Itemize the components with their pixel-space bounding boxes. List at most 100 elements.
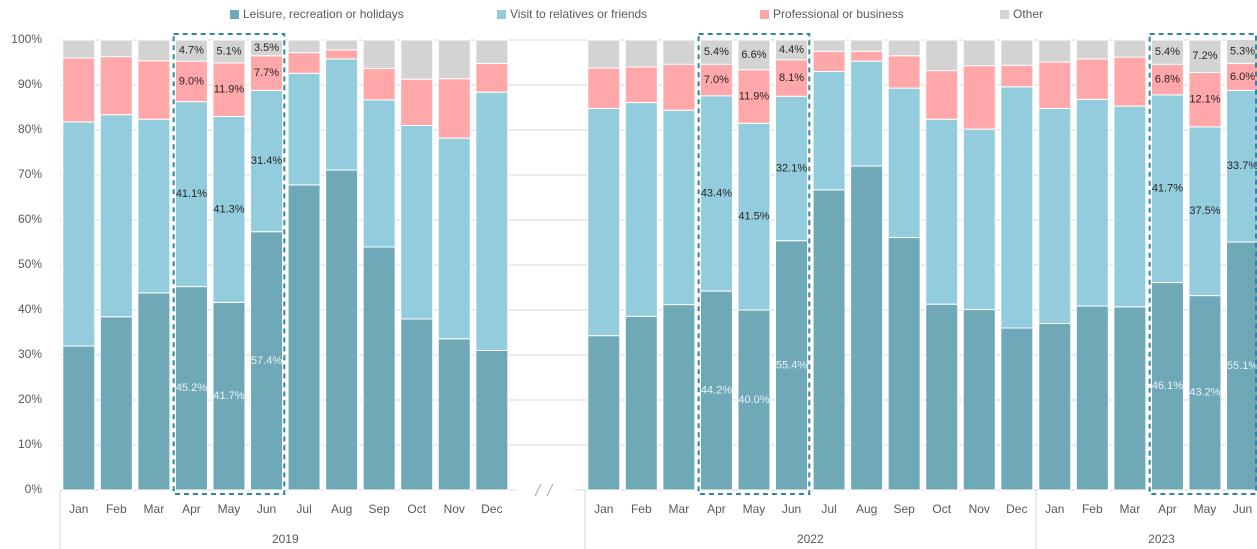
value-label: 41.3% (213, 203, 244, 215)
x-tick-label: Oct (407, 502, 426, 516)
x-tick-label: Mar (669, 502, 690, 516)
bar-segment (287, 52, 321, 74)
bar-segment (737, 122, 771, 311)
legend-label: Other (1013, 7, 1043, 21)
bar-segment (1075, 98, 1109, 307)
bar-segment (62, 121, 96, 347)
bar-segment (1000, 86, 1034, 329)
x-tick-label: Jul (821, 502, 836, 516)
bar-segment (287, 39, 321, 54)
bar-segment (475, 62, 509, 93)
value-label: 37.5% (1189, 205, 1220, 217)
bar-segment (362, 39, 396, 69)
bar-segment (250, 39, 284, 57)
value-label: 6.8% (1155, 74, 1180, 86)
bar-segment (362, 99, 396, 248)
value-label: 6.0% (1230, 71, 1255, 83)
bar-segment (99, 114, 133, 318)
value-label: 57.4% (251, 355, 282, 367)
bar-segment (1113, 56, 1147, 107)
bar-segment (962, 65, 996, 130)
x-tick-label: Oct (932, 502, 951, 516)
legend-label: Leisure, recreation or holidays (243, 7, 404, 21)
axis-break-mark (534, 483, 554, 497)
x-tick-label: Nov (969, 502, 990, 516)
bar-segment (250, 231, 284, 491)
bar-segment (1113, 105, 1147, 308)
bar-segment (1000, 39, 1034, 66)
value-label: 5.3% (1230, 45, 1255, 57)
value-label: 55.4% (776, 359, 807, 371)
x-tick-label: Jun (782, 502, 801, 516)
bar-segment (662, 63, 696, 111)
x-tick-label: Jan (1045, 502, 1064, 516)
bar-segment (662, 304, 696, 491)
bar-segment (587, 335, 621, 491)
bar-segment (325, 49, 359, 60)
bar-segment (137, 292, 171, 491)
x-tick-label: Jul (296, 502, 311, 516)
x-tick-label: May (743, 502, 766, 516)
value-label: 5.4% (1155, 46, 1180, 58)
bar-segment (925, 39, 959, 72)
y-tick-label: 20% (18, 392, 42, 406)
value-label: 41.7% (1152, 183, 1183, 195)
x-tick-label: Jan (594, 502, 613, 516)
value-label: 46.1% (1152, 380, 1183, 392)
value-label: 7.0% (704, 74, 729, 86)
y-tick-label: 80% (18, 122, 42, 136)
bar-segment (850, 165, 884, 491)
bar-segment (99, 56, 133, 116)
bar-segment (699, 95, 733, 292)
value-label: 4.7% (179, 44, 204, 56)
x-tick-label: Jun (1233, 502, 1252, 516)
bar-segment (325, 169, 359, 491)
x-tick-label: Sep (893, 502, 915, 516)
y-tick-label: 0% (25, 482, 43, 496)
bar-segment (212, 116, 246, 303)
bar-segment (925, 70, 959, 120)
bar-segment (287, 184, 321, 491)
bar-segment (887, 87, 921, 239)
x-tick-label: Feb (631, 502, 652, 516)
bar-segment (1226, 89, 1257, 243)
x-tick-label: Mar (144, 502, 165, 516)
bar-segment (212, 39, 246, 64)
value-label: 31.4% (251, 155, 282, 167)
bar-segment (362, 246, 396, 491)
bar-segment (1038, 323, 1072, 491)
x-tick-label: Feb (106, 502, 127, 516)
y-tick-label: 50% (18, 257, 42, 271)
bar-segment (587, 67, 621, 109)
bar-segment (1038, 107, 1072, 325)
value-label: 55.1% (1227, 360, 1257, 372)
bar-segment (475, 39, 509, 64)
y-tick-label: 100% (11, 32, 42, 46)
bar-segment (1150, 94, 1184, 284)
x-tick-label: May (218, 502, 241, 516)
bar-segment (62, 345, 96, 491)
bar-segment (925, 303, 959, 491)
bar-segment (1000, 64, 1034, 88)
bar-segment (962, 39, 996, 67)
bar-segment (437, 39, 471, 80)
bar-segment (887, 237, 921, 491)
value-label: 32.1% (776, 162, 807, 174)
bar-segment (400, 318, 434, 491)
value-label: 7.2% (1192, 50, 1217, 62)
bar-segment (887, 39, 921, 57)
bar-segment (287, 72, 321, 186)
bar-segment (962, 309, 996, 491)
bar-segment (624, 102, 658, 317)
value-label: 45.2% (176, 382, 207, 394)
bar-segment (137, 118, 171, 294)
bar-segment (1075, 39, 1109, 60)
group-label: 2022 (797, 532, 824, 546)
bar-segment (887, 55, 921, 89)
bar-segment (400, 125, 434, 320)
x-tick-label: May (1194, 502, 1217, 516)
bar-segment (662, 109, 696, 306)
legend-label: Visit to relatives or friends (510, 7, 647, 21)
group-label: 2023 (1148, 532, 1175, 546)
